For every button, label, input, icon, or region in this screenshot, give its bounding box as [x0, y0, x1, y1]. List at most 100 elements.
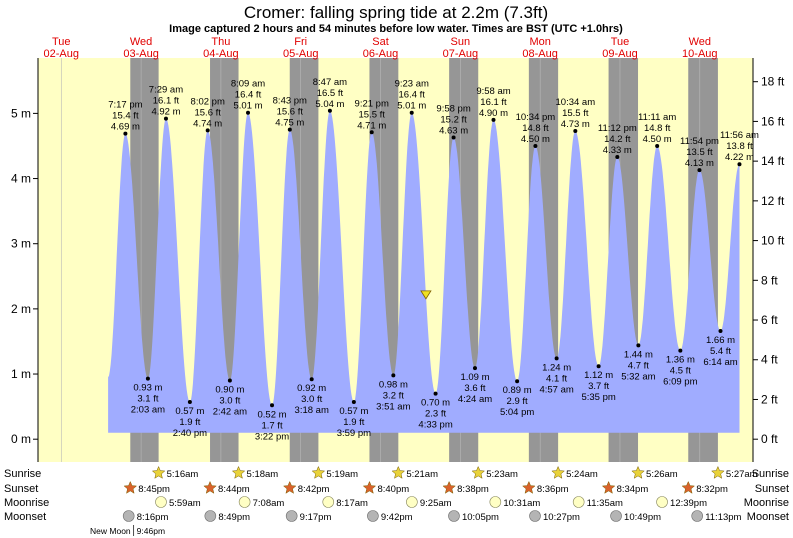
day-date: 10-Aug: [682, 48, 717, 60]
tide-point: [655, 143, 660, 148]
tide-time: 3:18 am: [295, 405, 329, 416]
tide-point: [573, 128, 578, 133]
moonrise-time: 9:25am: [420, 498, 452, 509]
day-name: Sun: [451, 36, 471, 48]
y-tick-label-m: 3 m: [11, 237, 31, 251]
tide-point: [391, 373, 396, 378]
tide-point: [227, 378, 232, 383]
tide-height-ft: 15.2 ft: [440, 114, 467, 125]
moonset-time: 10:27pm: [543, 512, 580, 523]
moonset-time: 8:16pm: [137, 512, 169, 523]
axes: 0 m 1 m 2 m 3 m 4 m 5 m 0 ft 2 ft 4 ft 6 ft 8 ft 10…: [11, 36, 785, 462]
low-tide-label: 0.52 m1.7 ft3:22 pm: [255, 409, 289, 442]
low-tide-label: 0.92 m3.0 ft3:18 am: [295, 383, 329, 416]
tide-time: 9:58 am: [476, 86, 510, 97]
tide-area: [108, 110, 740, 433]
tide-height-m: 1.24 m: [542, 362, 571, 373]
sunrise-time: 5:27am: [726, 469, 758, 480]
tide-height-ft: 3.0 ft: [301, 394, 322, 405]
tide-point: [472, 366, 477, 371]
tide-point: [596, 364, 601, 369]
tide-height-ft: 5.4 ft: [710, 346, 731, 357]
tide-time: 3:59 pm: [337, 428, 371, 439]
day-name: Sat: [372, 36, 389, 48]
tide-height-m: 0.70 m: [421, 398, 450, 409]
moonrise-time: 11:35am: [587, 498, 623, 509]
moonrise-icon: [238, 496, 251, 508]
tide-height-m: 5.01 m: [233, 101, 262, 112]
tide-point: [615, 155, 620, 160]
moonrise-icon: [406, 496, 418, 508]
moonset-time: 9:17pm: [300, 512, 332, 523]
moon-phase-time: 9:46pm: [137, 526, 165, 536]
sunrise-icon: [471, 465, 486, 479]
tide-point: [409, 110, 414, 115]
day-date: 07-Aug: [443, 48, 478, 60]
low-tide-label: 1.24 m4.1 ft4:57 am: [539, 362, 573, 395]
tide-height-ft: 16.1 ft: [480, 97, 507, 108]
sunrise-icon: [231, 465, 246, 479]
y-tick-label-ft: 4 ft: [761, 353, 778, 367]
tide-point: [554, 356, 559, 361]
tide-height-m: 0.93 m: [133, 383, 162, 394]
tide-height-m: 0.52 m: [257, 409, 286, 420]
tide-time: 6:14 am: [703, 357, 737, 368]
sunrise-row-label-left: Sunrise: [4, 468, 41, 480]
day-name: Fri: [294, 36, 307, 48]
tide-time: 11:11 am: [638, 112, 676, 123]
sunset-time: 8:42pm: [298, 484, 330, 495]
tide-point: [123, 131, 128, 136]
y-tick-label-ft: 0 ft: [761, 432, 778, 446]
y-tick-label-m: 5 m: [11, 106, 31, 120]
sunset-icon: [282, 480, 297, 494]
low-tide-label: 0.89 m2.9 ft5:04 pm: [500, 385, 534, 418]
tide-point: [515, 379, 520, 384]
sunset-time: 8:45pm: [138, 484, 170, 495]
tide-point: [187, 400, 192, 405]
tide-time: 4:24 am: [458, 394, 492, 405]
sunrise-time: 5:26am: [646, 469, 678, 480]
tide-point: [697, 168, 702, 173]
tide-point: [369, 130, 374, 135]
tide-time: 6:09 pm: [663, 377, 697, 388]
tide-height-m: 4.71 m: [357, 120, 386, 131]
tide-height-m: 4.63 m: [439, 125, 468, 136]
tide-time: 8:09 am: [231, 79, 265, 90]
sunrise-row-label-right: Sunrise: [752, 468, 789, 480]
moonrise-icon: [155, 496, 167, 508]
tide-height-ft: 15.5 ft: [562, 108, 589, 119]
y-tick-label-ft: 14 ft: [761, 154, 785, 168]
sunrise-time: 5:19am: [326, 469, 358, 480]
moonset-time: 11:13pm: [705, 512, 741, 523]
tide-time: 3:22 pm: [255, 431, 289, 442]
day-name: Mon: [529, 36, 550, 48]
y-tick-label-ft: 10 ft: [761, 234, 785, 248]
current-level-marker: [420, 290, 432, 300]
y-tick-label-ft: 16 ft: [761, 114, 785, 128]
y-tick-label-m: 1 m: [11, 367, 31, 381]
tide-time: 5:32 am: [621, 371, 655, 382]
sunset-time: 8:32pm: [696, 484, 728, 495]
tide-time: 2:42 am: [213, 407, 247, 418]
tide-height-m: 4.75 m: [275, 118, 304, 129]
tide-height-m: 0.57 m: [339, 406, 368, 417]
moonrise-time: 5:59am: [169, 498, 201, 509]
tide-height-ft: 3.7 ft: [588, 381, 609, 392]
tide-time: 5:35 pm: [581, 392, 615, 403]
moonrise-icon: [572, 496, 585, 508]
tide-height-m: 1.09 m: [460, 372, 489, 383]
tide-height-m: 4.33 m: [603, 145, 632, 156]
tide-time: 11:56 am: [720, 130, 759, 141]
